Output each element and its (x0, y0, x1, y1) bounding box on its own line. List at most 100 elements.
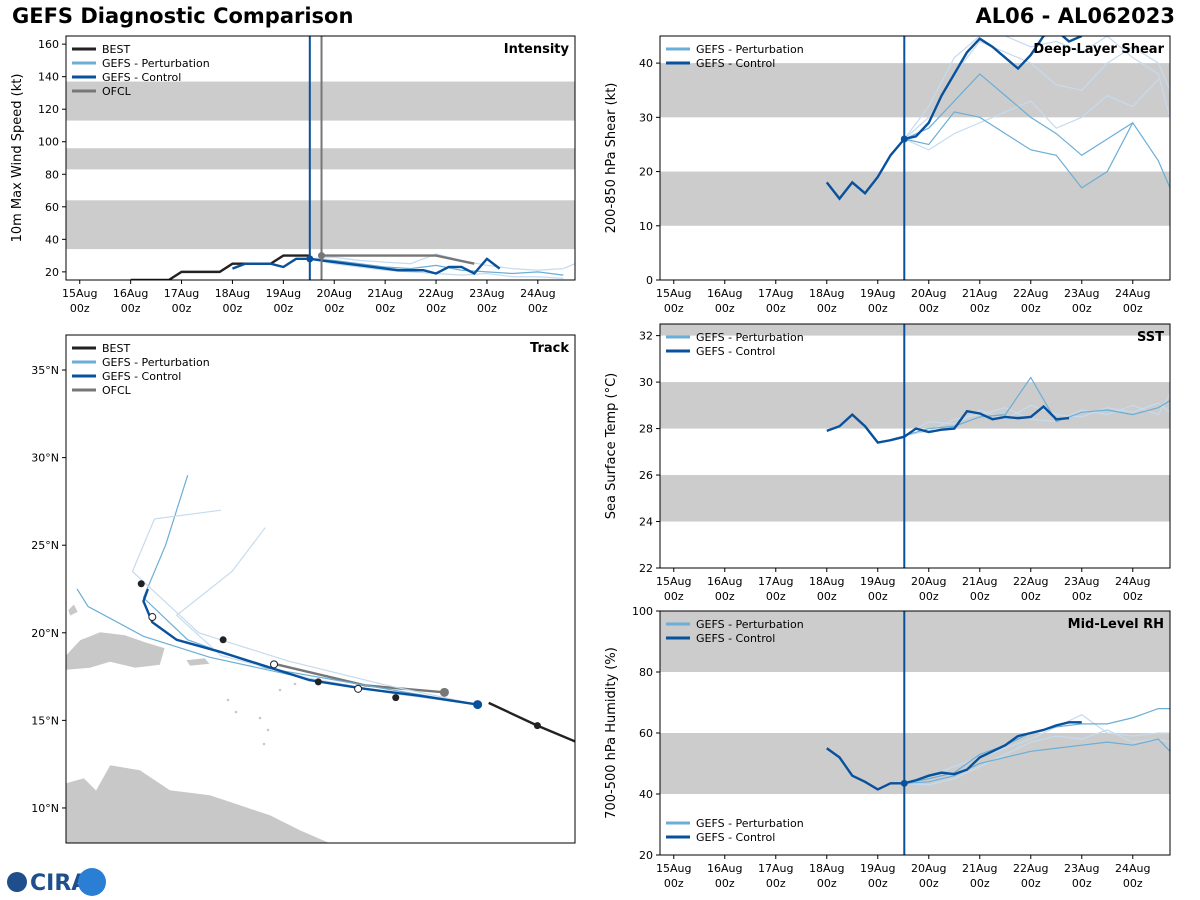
x-tick-label: 00z (1123, 302, 1143, 315)
perturbation_light-series-line (904, 729, 1170, 786)
x-tick-label: 23Aug (1064, 287, 1099, 300)
threshold-band (660, 171, 1170, 226)
legend-label: GEFS - Perturbation (696, 43, 804, 56)
x-tick-label: 00z (1072, 877, 1092, 890)
x-tick-label: 00z (324, 302, 344, 315)
y-tick-label: 24 (639, 516, 653, 529)
threshold-band (660, 475, 1170, 522)
y-tick-label: 10 (639, 220, 653, 233)
x-tick-label: 00z (766, 877, 786, 890)
x-tick-label: 15Aug (62, 287, 97, 300)
x-tick-label: 20Aug (317, 287, 352, 300)
y-tick-label: 120 (38, 103, 59, 116)
x-tick-label: 22Aug (1013, 287, 1048, 300)
x-tick-label: 22Aug (1013, 862, 1048, 875)
legend-label: BEST (102, 43, 130, 56)
threshold-band (66, 148, 575, 170)
lesser-antilles-island (293, 682, 297, 686)
track-point (137, 580, 145, 588)
control-series-line (826, 721, 1082, 791)
threshold-band (660, 382, 1170, 429)
x-tick-label: 16Aug (707, 287, 742, 300)
x-tick-label: 00z (970, 590, 990, 603)
x-tick-label: 19Aug (860, 287, 895, 300)
x-tick-label: 00z (868, 877, 888, 890)
track-point (392, 694, 400, 702)
y-tick-label: 26 (639, 469, 653, 482)
cira-logo-icon (7, 872, 27, 892)
intensity-panel: 20 40 60 80 100 120 140 160 10m Max Wind Speed (… (10, 35, 576, 315)
lesser-antilles-island (258, 716, 262, 720)
best-series-line (130, 254, 309, 280)
x-tick-label: 15Aug (656, 862, 691, 875)
x-tick-label: 00z (1123, 590, 1143, 603)
track-plot-area (66, 474, 575, 843)
x-tick-label: 00z (970, 877, 990, 890)
x-tick-label: 17Aug (164, 287, 199, 300)
perturbation_light-series-line (904, 78, 1159, 151)
perturbation-series-line (904, 738, 1170, 784)
panel-title: Track (530, 341, 569, 356)
track-point (219, 636, 227, 644)
x-tick-label: 00z (528, 302, 548, 315)
x-tick-label: 19Aug (860, 575, 895, 588)
threshold-band (66, 200, 575, 250)
x-tick-label: 22Aug (418, 287, 453, 300)
y-tick-label: 0 (646, 274, 653, 287)
x-tick-label: 20Aug (911, 862, 946, 875)
axes-frame (65, 35, 576, 281)
x-tick-label: 24Aug (520, 287, 555, 300)
best-track-line (488, 701, 575, 743)
x-tick-label: 24Aug (1115, 575, 1150, 588)
x-tick-label: 24Aug (1115, 862, 1150, 875)
x-tick-label: 00z (919, 877, 939, 890)
control-init-marker (306, 255, 314, 263)
legend-label: GEFS - Control (696, 57, 775, 70)
perturbation-series-line (904, 73, 1134, 157)
x-tick-label: 16Aug (707, 575, 742, 588)
y-tick-label: 80 (45, 168, 59, 181)
y-tick-label: 140 (38, 71, 59, 84)
track-point (354, 684, 363, 693)
axes-frame (659, 35, 1171, 281)
perturbation_light-track-line (131, 509, 478, 706)
control-series-line (826, 404, 1070, 444)
perturbation-track-line (142, 474, 478, 706)
ofcl-init-marker (318, 252, 326, 260)
track-point (439, 687, 449, 697)
x-tick-label: 22Aug (1013, 575, 1048, 588)
legend-label: OFCL (102, 384, 132, 397)
threshold-band (660, 324, 1170, 336)
x-tick-label: 00z (766, 590, 786, 603)
legend-label: GEFS - Perturbation (102, 356, 210, 369)
x-tick-label: 00z (919, 302, 939, 315)
x-tick-label: 00z (1021, 302, 1041, 315)
x-tick-label: 21Aug (962, 862, 997, 875)
control-init-marker (900, 135, 908, 143)
x-tick-label: 00z (919, 590, 939, 603)
track-point (533, 722, 541, 730)
perturbation_light-series-line (903, 36, 1170, 140)
y-axis-label: 200-850 hPa Shear (kt) (604, 83, 619, 234)
x-tick-label: 20Aug (911, 287, 946, 300)
panel-title: Mid-Level RH (1068, 617, 1164, 632)
x-tick-label: 00z (121, 302, 141, 315)
y-tick-label: 100 (632, 605, 653, 618)
x-tick-label: 21Aug (367, 287, 402, 300)
x-tick-label: 23Aug (469, 287, 504, 300)
x-tick-label: 00z (664, 302, 684, 315)
y-tick-label: 25°N (31, 539, 59, 552)
perturbation_light-series-line (904, 393, 1170, 437)
y-axis-label: 700-500 hPa Humidity (%) (604, 647, 619, 819)
lesser-antilles-island (266, 728, 270, 732)
legend-label: GEFS - Control (696, 632, 775, 645)
x-tick-label: 00z (70, 302, 90, 315)
x-tick-label: 21Aug (962, 287, 997, 300)
y-tick-label: 160 (38, 38, 59, 51)
y-tick-label: 60 (639, 727, 653, 740)
x-tick-label: 19Aug (860, 862, 895, 875)
x-tick-label: 21Aug (962, 575, 997, 588)
y-tick-label: 10°N (31, 802, 59, 815)
hispaniola-land (66, 631, 166, 671)
